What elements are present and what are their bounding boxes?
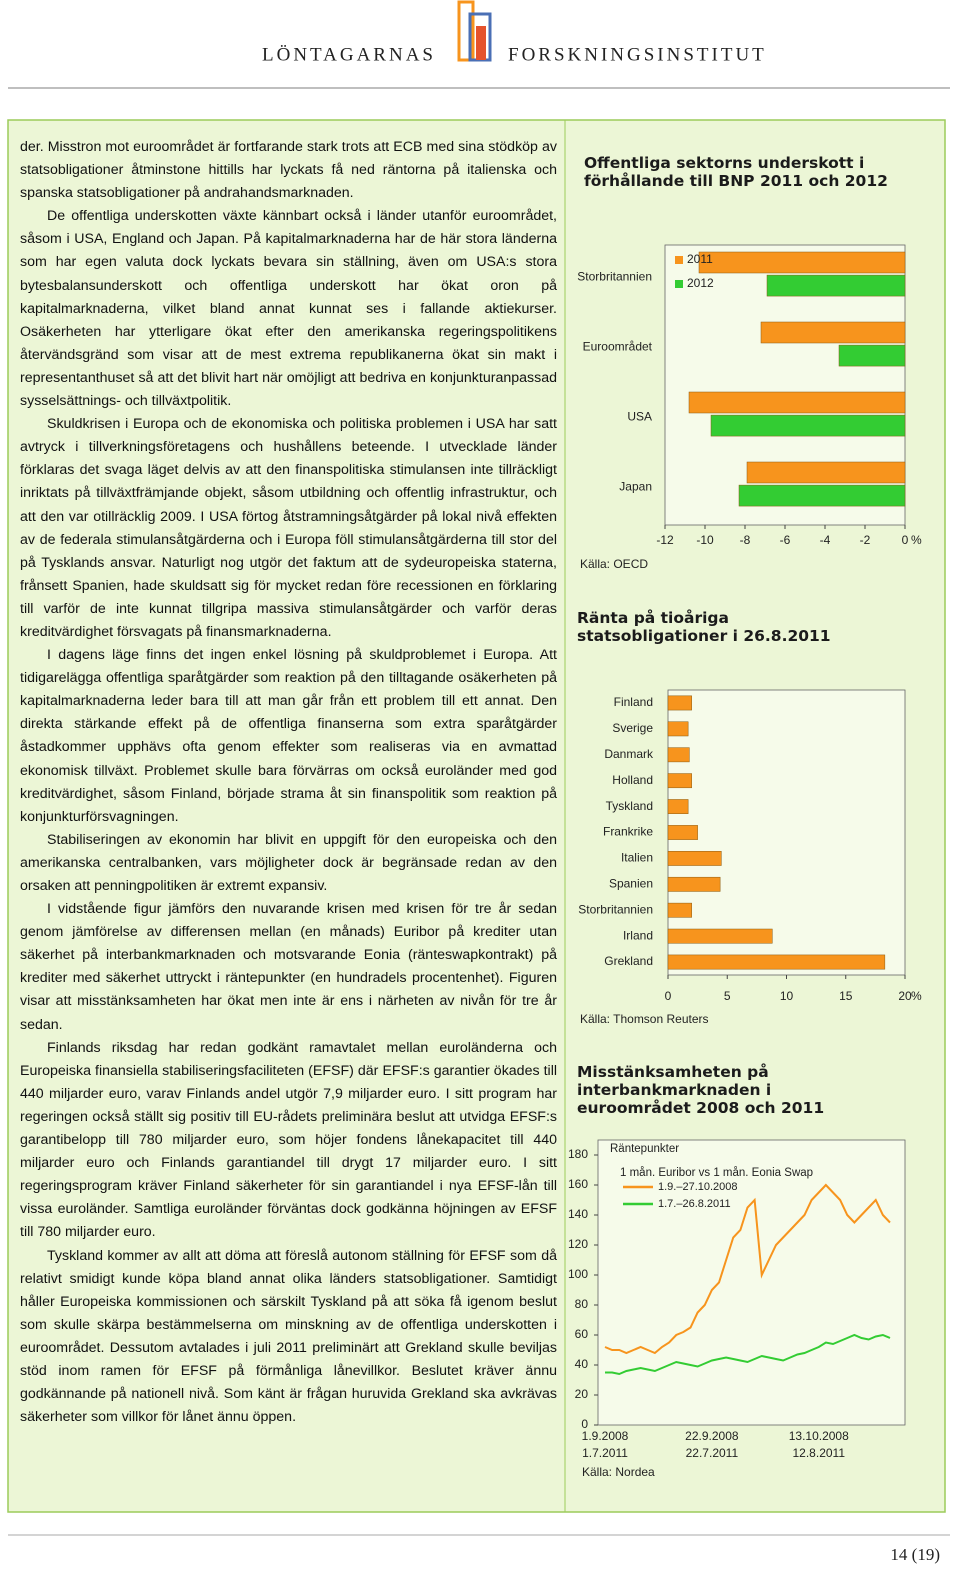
y-tick-label: 160	[568, 1177, 588, 1191]
x-tick-label: -4	[820, 533, 831, 547]
source-note: Källa: OECD	[580, 557, 648, 571]
body-text: der. Misstron mot euroområdet är fortfar…	[20, 136, 557, 1429]
category-label: Sverige	[612, 721, 653, 735]
x-tick-label: 20	[898, 989, 912, 1003]
legend-title: 1 mån. Euribor vs 1 mån. Eonia Swap	[620, 1167, 813, 1179]
bar	[766, 274, 906, 297]
x-tick-label: 22.7.2011	[686, 1446, 739, 1460]
y-tick-label: 0	[581, 1417, 588, 1431]
x-unit: %	[911, 989, 922, 1003]
legend-label: 2011	[687, 252, 713, 266]
page-number: 14 (19)	[890, 1545, 940, 1564]
bar	[667, 721, 689, 737]
category-label: Danmark	[604, 747, 654, 761]
category-label: Italien	[621, 851, 653, 865]
category-label: Irland	[623, 928, 653, 942]
bar	[667, 902, 692, 918]
legend-label: 1.7.–26.8.2011	[658, 1198, 731, 1210]
paragraph: I dagens läge finns det ingen enkel lösn…	[20, 647, 557, 825]
y-tick-label: 120	[568, 1237, 588, 1251]
x-tick-label: 10	[780, 989, 794, 1003]
category-label: Frankrike	[603, 825, 653, 839]
chart-title: Misstänksamheten på interbankmarknaden i…	[577, 1063, 825, 1117]
category-label: Holland	[612, 773, 653, 787]
bar	[667, 747, 690, 763]
bar	[667, 876, 721, 892]
paragraph: Skuldkrisen i Europa och de ekonomiska o…	[20, 416, 557, 640]
bar	[746, 461, 906, 484]
source-note: Källa: Thomson Reuters	[580, 1012, 709, 1026]
category-label: Euroområdet	[583, 339, 653, 353]
logo-bar	[457, 0, 475, 62]
paragraph: Finlands riksdag har redan godkänt ramav…	[20, 1039, 557, 1241]
x-tick-label: 0	[665, 989, 672, 1003]
y-tick-label: 180	[568, 1147, 588, 1161]
y-tick-label: 80	[575, 1297, 589, 1311]
category-label: Grekland	[604, 954, 653, 968]
bar	[738, 484, 906, 507]
x-tick-label: -8	[740, 533, 751, 547]
chart-title: Ränta på tioåriga statsobligationer i 26…	[577, 609, 831, 645]
bar	[838, 344, 906, 367]
bar	[667, 954, 886, 970]
legend-label: 1.9.–27.10.2008	[658, 1181, 738, 1193]
bar	[688, 391, 906, 414]
plot-area	[667, 689, 906, 976]
header-left: LÖNTAGARNAS	[262, 44, 436, 65]
y-tick-label: 40	[575, 1357, 589, 1371]
bar	[698, 251, 906, 274]
legend-swatch	[675, 256, 683, 264]
bar	[710, 414, 906, 437]
chart-title: Offentliga sektorns underskott i förhåll…	[584, 154, 888, 190]
x-tick-label: 5	[724, 989, 731, 1003]
category-label: Spanien	[609, 876, 653, 890]
x-tick-label: 0	[902, 533, 909, 547]
category-label: Finland	[614, 695, 653, 709]
bar	[667, 825, 698, 840]
y-tick-label: 140	[568, 1207, 588, 1221]
x-tick-label: -2	[860, 533, 871, 547]
bar	[667, 799, 689, 814]
category-label: USA	[627, 409, 652, 423]
x-tick-label: -12	[656, 533, 674, 547]
paragraph: De offentliga underskotten växte kännbar…	[20, 208, 557, 410]
bar	[760, 321, 906, 344]
x-tick-label: 22.9.2008	[685, 1429, 739, 1443]
x-tick-label: 1.9.2008	[582, 1429, 629, 1443]
legend-swatch	[675, 280, 683, 288]
category-label: Tyskland	[606, 799, 653, 813]
paragraph: der. Misstron mot euroområdet är fortfar…	[20, 139, 557, 202]
y-tick-label: 20	[575, 1387, 589, 1401]
category-label: Storbritannien	[578, 902, 653, 916]
bar	[667, 928, 773, 944]
plot-area	[597, 1139, 906, 1426]
paragraph: I vidstående figur jämförs den nuvarande…	[20, 901, 557, 1033]
category-label: Storbritannien	[577, 269, 652, 283]
series-line	[605, 1333, 891, 1376]
x-unit: %	[911, 533, 922, 547]
legend-label: 2012	[687, 276, 714, 290]
series-line	[604, 1183, 891, 1355]
header-right: FORSKNINGSINSTITUT	[508, 44, 767, 65]
source-note: Källa: Nordea	[582, 1465, 655, 1479]
x-tick-label: -10	[696, 533, 714, 547]
logo-bar	[476, 26, 486, 60]
x-tick-label: 12.8.2011	[793, 1446, 846, 1460]
bar	[667, 695, 692, 711]
paragraph: Stabiliseringen av ekonomin har blivit e…	[20, 831, 557, 894]
bar	[667, 773, 692, 789]
x-tick-label: 15	[839, 989, 853, 1003]
y-tick-label: 100	[568, 1267, 588, 1281]
x-tick-label: -6	[780, 533, 791, 547]
y-axis-label: Räntepunkter	[610, 1143, 679, 1155]
bar	[667, 851, 722, 866]
x-tick-label: 1.7.2011	[582, 1446, 628, 1460]
category-label: Japan	[619, 479, 652, 493]
x-tick-label: 13.10.2008	[789, 1429, 849, 1443]
y-tick-label: 60	[575, 1327, 589, 1341]
paragraph: Tyskland kommer av allt att döma att för…	[20, 1247, 557, 1426]
